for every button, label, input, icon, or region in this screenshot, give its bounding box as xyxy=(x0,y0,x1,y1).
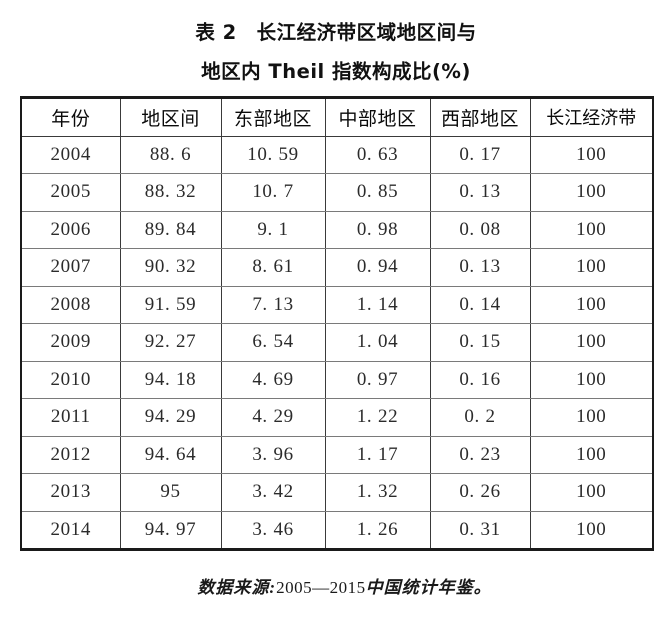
cell-between-regions: 94. 64 xyxy=(120,436,222,474)
table-header: 年份 地区间 东部地区 中部地区 西部地区 长江经济带 xyxy=(21,97,653,137)
cell-yangtze-belt: 100 xyxy=(530,248,653,287)
cell-east-region: 3. 42 xyxy=(221,473,326,512)
cell-yangtze-belt: 100 xyxy=(530,323,653,362)
column-header-west: 西部地区 xyxy=(430,97,531,137)
cell-yangtze-belt: 100 xyxy=(530,398,653,437)
column-header-east: 东部地区 xyxy=(221,97,326,137)
table-title-line-2: 地区内 Theil 指数构成比(%) xyxy=(201,60,471,83)
table-row: 2009 92. 27 6. 54 1. 04 0. 15 100 xyxy=(21,323,653,362)
cell-yangtze-belt: 100 xyxy=(576,518,607,540)
cell-central-region: 1. 26 xyxy=(325,511,431,550)
table-page: 表 2 长江经济带区域地区间与 地区内 Theil 指数构成比(%) 年份 地区… xyxy=(0,14,672,597)
cell-yangtze-belt: 100 xyxy=(530,286,653,324)
table-row: 2014 94. 97 3. 46 1. 26 0. 31 100 xyxy=(21,511,653,550)
cell-central-region: 0. 98 xyxy=(325,211,431,249)
cell-between-regions: 88. 32 xyxy=(120,173,222,212)
cell-yangtze-belt: 100 xyxy=(530,136,653,174)
cell-yangtze-belt: 100 xyxy=(530,173,653,212)
table-row: 2008 91. 59 7. 13 1. 14 0. 14 100 xyxy=(21,286,653,324)
cell-yangtze-belt: 100 xyxy=(530,361,653,399)
cell-between-regions: 88. 6 xyxy=(120,136,222,174)
table-title-line-1: 表 2 长江经济带区域地区间与 xyxy=(195,21,477,44)
cell-east-region: 3. 96 xyxy=(221,436,326,474)
cell-west-region: 0. 13 xyxy=(430,248,531,287)
cell-central-region: 0. 63 xyxy=(325,136,431,174)
cell-between-regions: 95 xyxy=(120,473,222,512)
cell-east-region: 8. 61 xyxy=(221,248,326,287)
cell-year: 2009 xyxy=(21,323,121,362)
cell-central-region: 0. 94 xyxy=(325,248,431,287)
source-note-label: 数据来源: xyxy=(197,578,277,597)
cell-east-region: 4. 29 xyxy=(221,398,326,437)
cell-central-region: 1. 04 xyxy=(325,323,431,362)
cell-east-region: 10. 59 xyxy=(221,136,326,174)
cell-between-regions: 90. 32 xyxy=(120,248,222,287)
cell-east-region: 6. 54 xyxy=(221,323,326,362)
cell-west-region: 0. 15 xyxy=(430,323,531,362)
cell-east-region: 10. 7 xyxy=(221,173,326,212)
column-header-year: 年份 xyxy=(21,97,121,137)
cell-central-region: 1. 22 xyxy=(325,398,431,437)
cell-year: 2011 xyxy=(21,398,121,437)
table-row: 2013 95 3. 42 1. 32 0. 26 100 xyxy=(21,473,653,512)
cell-west-region: 0. 26 xyxy=(430,473,531,512)
cell-between-regions: 94. 29 xyxy=(120,398,222,437)
cell-year: 2014 xyxy=(21,511,121,550)
theil-index-table: 年份 地区间 东部地区 中部地区 西部地区 长江经济带 2004 88. 6 10. 5… xyxy=(20,96,654,551)
table-row: 2011 94. 29 4. 29 1. 22 0. 2 100 xyxy=(21,398,653,437)
table-row: 2010 94. 18 4. 69 0. 97 0. 16 100 xyxy=(21,361,653,399)
cell-year: 2005 xyxy=(21,173,121,212)
cell-between-regions: 94. 97 xyxy=(120,511,222,550)
table-row: 2006 89. 84 9. 1 0. 98 0. 08 100 xyxy=(21,211,653,249)
cell-central-region: 0. 85 xyxy=(325,173,431,212)
cell-central-region: 1. 17 xyxy=(325,436,431,474)
cell-yangtze-belt: 100 xyxy=(530,436,653,474)
cell-year: 2008 xyxy=(21,286,121,324)
cell-east-region: 7. 13 xyxy=(221,286,326,324)
cell-between-regions: 91. 59 xyxy=(120,286,222,324)
cell-year: 2010 xyxy=(21,361,121,399)
table-header-row: 年份 地区间 东部地区 中部地区 西部地区 长江经济带 xyxy=(21,97,653,137)
cell-year: 2012 xyxy=(21,436,121,474)
table-row: 2012 94. 64 3. 96 1. 17 0. 23 100 xyxy=(21,436,653,474)
cell-central-region: 1. 32 xyxy=(325,473,431,512)
cell-west-region: 0. 23 xyxy=(430,436,531,474)
table-row: 2005 88. 32 10. 7 0. 85 0. 13 100 xyxy=(21,173,653,212)
cell-year: 2006 xyxy=(21,211,121,249)
cell-yangtze-belt: 100 xyxy=(530,473,653,512)
cell-between-regions: 89. 84 xyxy=(120,211,222,249)
column-header-between: 地区间 xyxy=(120,97,222,137)
cell-east-region: 3. 46 xyxy=(221,511,326,550)
cell-between-regions: 92. 27 xyxy=(120,323,222,362)
table-row: 2004 88. 6 10. 59 0. 63 0. 17 100 xyxy=(21,136,653,174)
cell-west-region: 0. 16 xyxy=(430,361,531,399)
cell-east-region: 9. 1 xyxy=(221,211,326,249)
table-body: 2004 88. 6 10. 59 0. 63 0. 17 100 2005 88. 32 10. 7 0. 8… xyxy=(21,136,653,550)
cell-between-regions: 94. 18 xyxy=(120,361,222,399)
cell-west-region: 0. 17 xyxy=(430,136,531,174)
source-note-publication: 中国统计年鉴。 xyxy=(365,578,492,597)
cell-year: 2004 xyxy=(21,136,121,174)
cell-year: 2007 xyxy=(21,248,121,287)
cell-west-region: 0. 14 xyxy=(430,286,531,324)
table-title: 表 2 长江经济带区域地区间与 地区内 Theil 指数构成比(%) xyxy=(0,14,672,92)
cell-west-region: 0. 31 xyxy=(430,511,531,550)
cell-west-region: 0. 08 xyxy=(430,211,531,249)
cell-central-region: 1. 14 xyxy=(325,286,431,324)
cell-east-region: 4. 69 xyxy=(221,361,326,399)
cell-year: 2013 xyxy=(21,473,121,512)
column-header-central: 中部地区 xyxy=(325,97,431,137)
source-note: 数据来源:2005—2015中国统计年鉴。 xyxy=(0,552,672,624)
cell-west-region: 0. 13 xyxy=(430,173,531,212)
column-header-yangtze-belt: 长江经济带 xyxy=(530,97,653,137)
theil-index-table-container: 年份 地区间 东部地区 中部地区 西部地区 长江经济带 2004 88. 6 10. 5… xyxy=(20,96,654,551)
cell-yangtze-belt: 100 xyxy=(530,211,653,249)
table-row: 2007 90. 32 8. 61 0. 94 0. 13 100 xyxy=(21,248,653,287)
cell-central-region: 0. 97 xyxy=(325,361,431,399)
source-note-year-range: 2005—2015 xyxy=(276,578,366,597)
cell-west-region: 0. 2 xyxy=(430,398,531,437)
